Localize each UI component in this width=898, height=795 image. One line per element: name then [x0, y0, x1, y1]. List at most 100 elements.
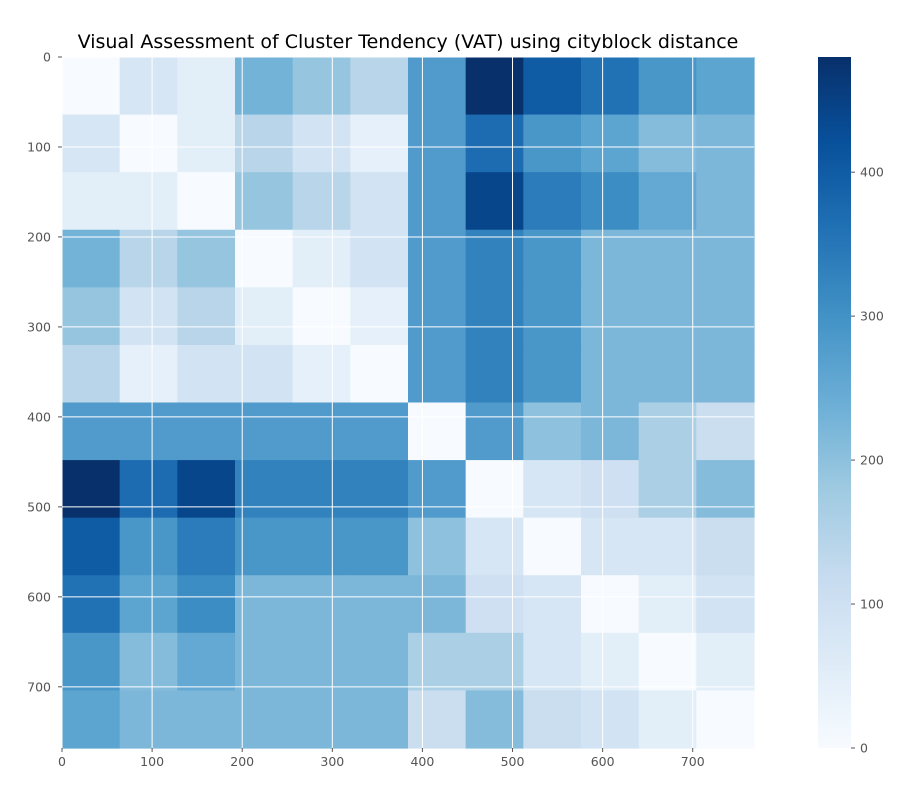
heatmap-cell [581, 460, 640, 519]
heatmap-cell [119, 460, 178, 519]
heatmap-cell [177, 460, 236, 519]
axes: 0 100 200 300 400 500 600 700 0 100 200 300 400 500 60… [27, 50, 705, 770]
heatmap-cell [119, 287, 178, 346]
heatmap-cell [638, 114, 697, 173]
heatmap-cell [350, 517, 409, 576]
x-tick-label: 200 [230, 754, 254, 769]
y-tick-label: 400 [27, 409, 51, 424]
heatmap-cell [350, 344, 409, 404]
y-tick-label: 500 [27, 499, 51, 514]
y-tick-label: 700 [27, 679, 51, 694]
heatmap-cell [235, 57, 294, 116]
heatmap-cell [62, 632, 121, 692]
heatmap-cell [62, 575, 121, 634]
heatmap-cell [62, 344, 121, 404]
heatmap-cell [523, 287, 582, 346]
y-tick-label: 200 [27, 229, 51, 244]
heatmap-cell [292, 57, 351, 116]
heatmap-cell [62, 287, 121, 346]
heatmap-cell [292, 344, 351, 404]
colorbar-tick-label: 100 [860, 597, 884, 612]
heatmap-cell [696, 632, 755, 692]
heatmap-cell [235, 172, 294, 231]
heatmap-cell [581, 632, 640, 692]
heatmap-cell [696, 114, 755, 173]
heatmap-cell [235, 632, 294, 692]
heatmap-cell [581, 172, 640, 231]
heatmap-cell [638, 575, 697, 634]
heatmap-cell [408, 114, 467, 173]
heatmap-cell [119, 344, 178, 404]
heatmap-cell [408, 287, 467, 346]
heatmap-cell [235, 402, 294, 461]
heatmap-cell [119, 57, 178, 116]
heatmap-cell [119, 114, 178, 173]
heatmap-cell [638, 517, 697, 576]
heatmap-cell [119, 172, 178, 231]
x-tick-label: 100 [140, 754, 164, 769]
heatmap-cell [581, 517, 640, 576]
heatmap-cell [638, 402, 697, 461]
heatmap-cell [235, 229, 294, 288]
heatmap-cell [62, 517, 121, 576]
heatmap-cell [177, 402, 236, 461]
heatmap-cell [62, 172, 121, 231]
heatmap-cell [638, 460, 697, 519]
heatmap-cell [177, 229, 236, 288]
heatmap-cell [119, 229, 178, 288]
heatmap-cell [292, 632, 351, 692]
heatmap-cell [292, 172, 351, 231]
heatmap-cell [581, 344, 640, 404]
heatmap-cell [235, 690, 294, 749]
heatmap-cell [696, 287, 755, 346]
heatmap-cell [408, 632, 467, 692]
heatmap-cell [696, 575, 755, 634]
heatmap-cell [292, 287, 351, 346]
heatmap-cell [523, 690, 582, 749]
heatmap-cell [177, 114, 236, 173]
x-tick-label: 500 [501, 754, 525, 769]
x-tick-label: 300 [320, 754, 344, 769]
heatmap-cell [235, 460, 294, 519]
heatmap-cell [292, 690, 351, 749]
heatmap-cell [177, 57, 236, 116]
heatmap-cell [350, 229, 409, 288]
heatmap-cell [292, 517, 351, 576]
heatmap-cell [119, 402, 178, 461]
heatmap-cell [350, 114, 409, 173]
y-tick-label: 0 [43, 50, 51, 65]
heatmap-cell [523, 632, 582, 692]
heatmap-cell [235, 287, 294, 346]
heatmap-cell [408, 402, 467, 461]
heatmap-cell [177, 172, 236, 231]
heatmap-cell [638, 287, 697, 346]
heatmap-cell [465, 57, 524, 116]
heatmap-cell [465, 114, 524, 173]
colorbar: 0 100 200 300 400 [818, 57, 884, 756]
heatmap-cell [523, 460, 582, 519]
heatmap-cell [696, 517, 755, 576]
heatmap-cell [177, 575, 236, 634]
heatmap-cell [696, 690, 755, 749]
heatmap-cell [523, 172, 582, 231]
heatmap-cell [119, 575, 178, 634]
heatmap-cell [119, 517, 178, 576]
heatmap-cell [62, 57, 121, 116]
chart-title: Visual Assessment of Cluster Tendency (V… [78, 31, 739, 53]
heatmap-cell [638, 229, 697, 288]
heatmap-cell [638, 632, 697, 692]
heatmap-cell [235, 344, 294, 404]
y-tick-label: 300 [27, 319, 51, 334]
heatmap-cell [350, 575, 409, 634]
heatmap-cell [581, 57, 640, 116]
heatmap-cell [235, 114, 294, 173]
heatmap-cell [696, 344, 755, 404]
heatmap-cell [408, 690, 467, 749]
heatmap-cell [350, 172, 409, 231]
heatmap-cell [523, 575, 582, 634]
heatmap-cell [465, 575, 524, 634]
heatmap-cell [465, 287, 524, 346]
heatmap-cell [465, 690, 524, 749]
x-tick-label: 400 [410, 754, 434, 769]
